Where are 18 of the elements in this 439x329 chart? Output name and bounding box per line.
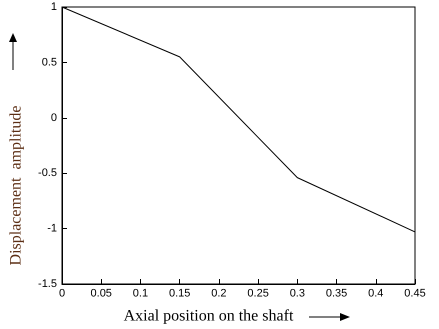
y-tick-label: 0.5 [42, 56, 57, 68]
x-tick-label: 0.25 [247, 288, 269, 300]
x-tick-label: 0.15 [168, 288, 190, 300]
y-tick-label: 0 [50, 112, 57, 124]
x-tick-label: 0.4 [368, 288, 384, 300]
x-tick-label: 0.05 [90, 288, 112, 300]
y-tick-label: -1.5 [38, 278, 57, 290]
x-tick-label: 0.2 [211, 288, 227, 300]
y-tick-label: -0.5 [38, 167, 57, 180]
x-tick-label: 0.3 [290, 288, 305, 300]
x-axis-title: Axial position on the shaft [124, 308, 294, 324]
x-tick-label: 0.1 [132, 288, 148, 300]
x-tick-label: 0 [58, 288, 66, 300]
x-tick-label: 0.35 [326, 288, 348, 300]
y-axis-title: Displacement amplitude [8, 106, 24, 266]
y-tick-label: -1 [47, 222, 57, 235]
x-tick-label: 0.45 [404, 288, 426, 300]
y-tick-label: 1 [50, 1, 57, 13]
